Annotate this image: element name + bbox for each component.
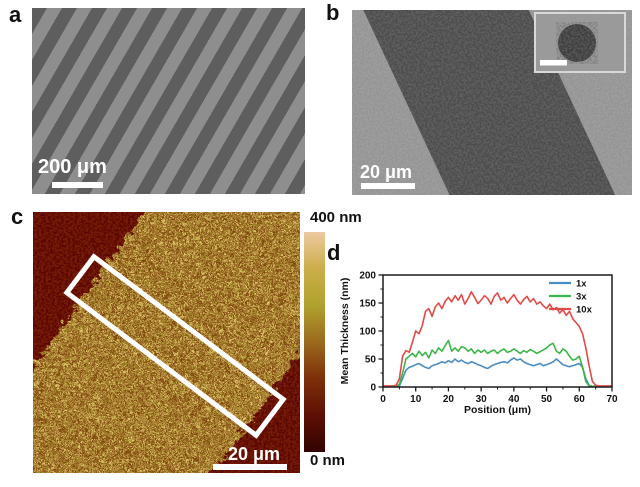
panel-c-scalebar-label: 20 μm	[228, 444, 280, 464]
panel-b-scalebar-label: 20 μm	[360, 162, 412, 182]
y-tick-label: 50	[365, 355, 377, 366]
y-tick-label: 100	[359, 327, 376, 338]
x-tick-label: 40	[508, 394, 520, 405]
x-tick-label: 20	[443, 394, 455, 405]
panel-c-label: c	[11, 204, 24, 229]
series-line-3x	[383, 339, 612, 388]
y-tick-label: 0	[370, 383, 376, 394]
panel-b-inset-dot-noise	[558, 24, 596, 62]
panel-b-sem-stripe-image: 20 μm	[352, 10, 632, 195]
legend-label-3x: 3x	[576, 292, 587, 303]
panel-c-afm-image: 20 μm	[33, 212, 300, 473]
panel-d-label: d	[327, 240, 341, 265]
colorbar-min-label: 0 nm	[310, 452, 346, 469]
panel-b-scalebar	[361, 183, 415, 189]
x-tick-label: 0	[380, 394, 386, 405]
panel-a-scalebar-label: 200 μm	[38, 156, 107, 178]
panel-a-scalebar	[52, 182, 103, 188]
panel-c-roi-rectangle	[63, 253, 287, 439]
panel-b-label: b	[326, 0, 340, 25]
series-line-10x	[383, 290, 612, 387]
y-tick-label: 150	[359, 299, 376, 310]
y-tick-label: 200	[359, 271, 376, 282]
x-tick-label: 30	[476, 394, 488, 405]
x-tick-label: 70	[606, 394, 618, 405]
panel-b-inset	[534, 12, 626, 73]
panel-a-label: a	[9, 2, 22, 27]
panel-b-inset-scalebar	[540, 60, 567, 66]
y-axis-title: Mean Thickness (nm)	[339, 278, 351, 385]
afm-colorbar	[304, 232, 325, 452]
x-tick-label: 60	[574, 394, 586, 405]
series-line-1x	[383, 357, 612, 388]
x-tick-label: 10	[410, 394, 422, 405]
thickness-profile-chart: 0 10 20 30 40 50 60 70 0 50 100 150 200 1x 3x 10x Positi…	[339, 271, 618, 417]
x-axis-title: Position (μm)	[464, 404, 531, 416]
legend-label-1x: 1x	[576, 279, 587, 290]
colorbar-max-label: 400 nm	[310, 209, 362, 226]
panel-a-sem-stripe-image: 200 μm	[32, 8, 305, 194]
legend-label-10x: 10x	[576, 305, 593, 316]
x-tick-label: 50	[541, 394, 553, 405]
panel-c-scalebar	[213, 464, 287, 470]
plot-frame	[382, 274, 613, 388]
